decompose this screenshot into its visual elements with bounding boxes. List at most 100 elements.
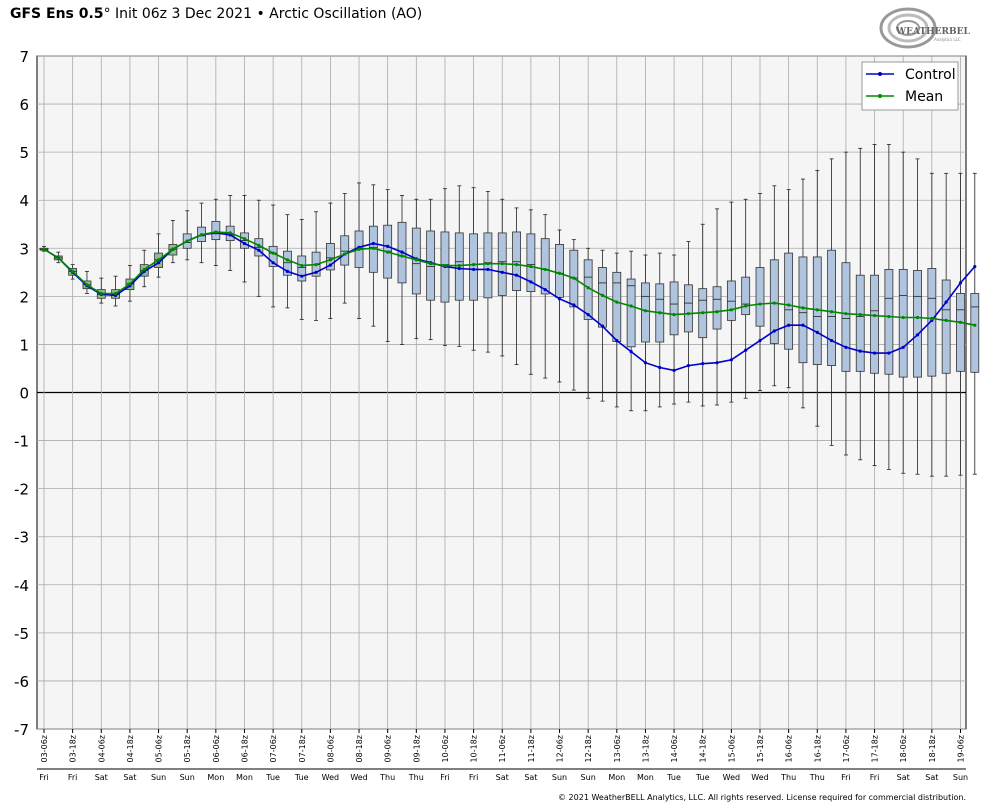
x-day-label: Thu	[408, 773, 424, 782]
box-iqr	[426, 230, 436, 301]
y-tick-label: 0	[19, 385, 29, 403]
mean-point	[99, 291, 103, 296]
x-tick-label: 15-06z	[727, 735, 736, 762]
mean-point	[114, 291, 118, 296]
x-day-label: Thu	[809, 773, 825, 782]
x-day-label: Mon	[608, 773, 625, 782]
box-iqr	[898, 269, 908, 378]
mean-point	[400, 254, 404, 258]
control-point	[744, 348, 748, 352]
x-day-label: Wed	[350, 773, 367, 782]
mean-point	[199, 233, 204, 237]
mean-point	[500, 262, 504, 266]
mean-point	[242, 237, 247, 241]
mean-point	[586, 286, 590, 290]
x-day-label: Thu	[780, 773, 796, 782]
logo-subtext: Analytics LLC	[934, 37, 961, 42]
x-day-label: Mon	[207, 773, 224, 782]
box-iqr	[841, 262, 851, 372]
box-iqr	[970, 293, 980, 373]
x-tick-label: 12-18z	[584, 735, 593, 762]
x-tick-label: 08-18z	[355, 735, 364, 762]
control-point	[944, 300, 948, 304]
y-tick-label: 6	[19, 96, 29, 114]
x-day-label: Fri	[469, 773, 479, 782]
x-tick-label: 16-18z	[813, 735, 822, 762]
y-tick-label: -4	[14, 577, 29, 595]
x-day-label: Wed	[723, 773, 740, 782]
mean-point	[300, 263, 304, 268]
mean-point	[71, 269, 75, 273]
mean-point	[944, 318, 948, 322]
x-tick-label: 11-18z	[527, 735, 536, 762]
mean-point	[185, 239, 189, 243]
x-day-label: Sun	[151, 773, 166, 782]
x-tick-label: 04-18z	[126, 735, 135, 762]
box-iqr	[626, 278, 636, 348]
mean-point	[600, 293, 605, 297]
x-day-label: Tue	[666, 773, 681, 782]
mean-point	[85, 283, 89, 287]
x-tick-label: 06-18z	[240, 735, 249, 762]
y-tick-label: -3	[14, 529, 29, 547]
x-day-label: Thu	[379, 773, 395, 782]
x-tick-label: 18-18z	[928, 735, 937, 762]
init-time: Init 06z 3 Dec 2021	[115, 6, 252, 22]
x-day-label: Tue	[294, 773, 309, 782]
control-point	[615, 338, 619, 343]
box-iqr	[540, 238, 550, 295]
mean-point	[285, 258, 290, 262]
control-point	[787, 323, 791, 327]
x-day-label: Fri	[870, 773, 880, 782]
box-iqr	[684, 284, 693, 333]
control-point	[915, 333, 920, 337]
legend	[861, 61, 959, 111]
x-day-label: Sat	[897, 773, 910, 782]
box-iqr	[297, 255, 307, 282]
x-tick-label: 19-06z	[956, 735, 965, 762]
x-day-label: Tue	[695, 773, 710, 782]
control-point	[472, 267, 476, 272]
control-point	[701, 362, 705, 366]
x-tick-label: 04-06z	[97, 735, 106, 762]
mean-point	[787, 303, 791, 307]
x-tick-label: 07-18z	[298, 735, 307, 762]
x-day-label: Wed	[751, 773, 768, 782]
box-iqr	[712, 286, 722, 330]
mean-point	[314, 263, 318, 267]
x-tick-label: 05-06z	[155, 735, 164, 762]
control-point	[629, 350, 633, 354]
control-point	[572, 303, 576, 307]
box-iqr	[927, 268, 937, 377]
control-point	[156, 261, 161, 265]
mean-point	[514, 263, 519, 267]
mean-point	[156, 258, 161, 262]
x-day-label: Sun	[581, 773, 596, 782]
x-day-label: Sat	[524, 773, 537, 782]
control-point	[557, 297, 562, 301]
mean-point	[930, 316, 934, 321]
x-tick-label: 03-06z	[40, 735, 49, 762]
control-point	[658, 365, 662, 370]
control-point	[371, 241, 375, 246]
copyright-footer: © 2021 WeatherBELL Analytics, LLC. All r…	[558, 793, 966, 802]
mean-point	[915, 315, 920, 320]
x-day-label: Fri	[841, 773, 851, 782]
x-tick-label: 06-06z	[212, 735, 221, 762]
mean-point	[142, 267, 146, 272]
mean-point	[371, 246, 375, 250]
control-point	[901, 345, 905, 349]
chart-title: GFS Ens 0.5° Init 06z 3 Dec 2021 • Arcti…	[10, 6, 422, 26]
control-point	[543, 288, 547, 292]
box-iqr	[555, 244, 564, 298]
y-tick-label: -1	[14, 433, 29, 451]
control-point	[872, 351, 877, 355]
mean-point	[443, 263, 447, 268]
mean-point	[643, 309, 648, 313]
legend-mean-label: Mean	[905, 89, 943, 105]
control-point	[801, 323, 805, 327]
box-iqr	[870, 274, 879, 374]
mean-point	[56, 256, 60, 260]
mean-point	[744, 304, 748, 308]
